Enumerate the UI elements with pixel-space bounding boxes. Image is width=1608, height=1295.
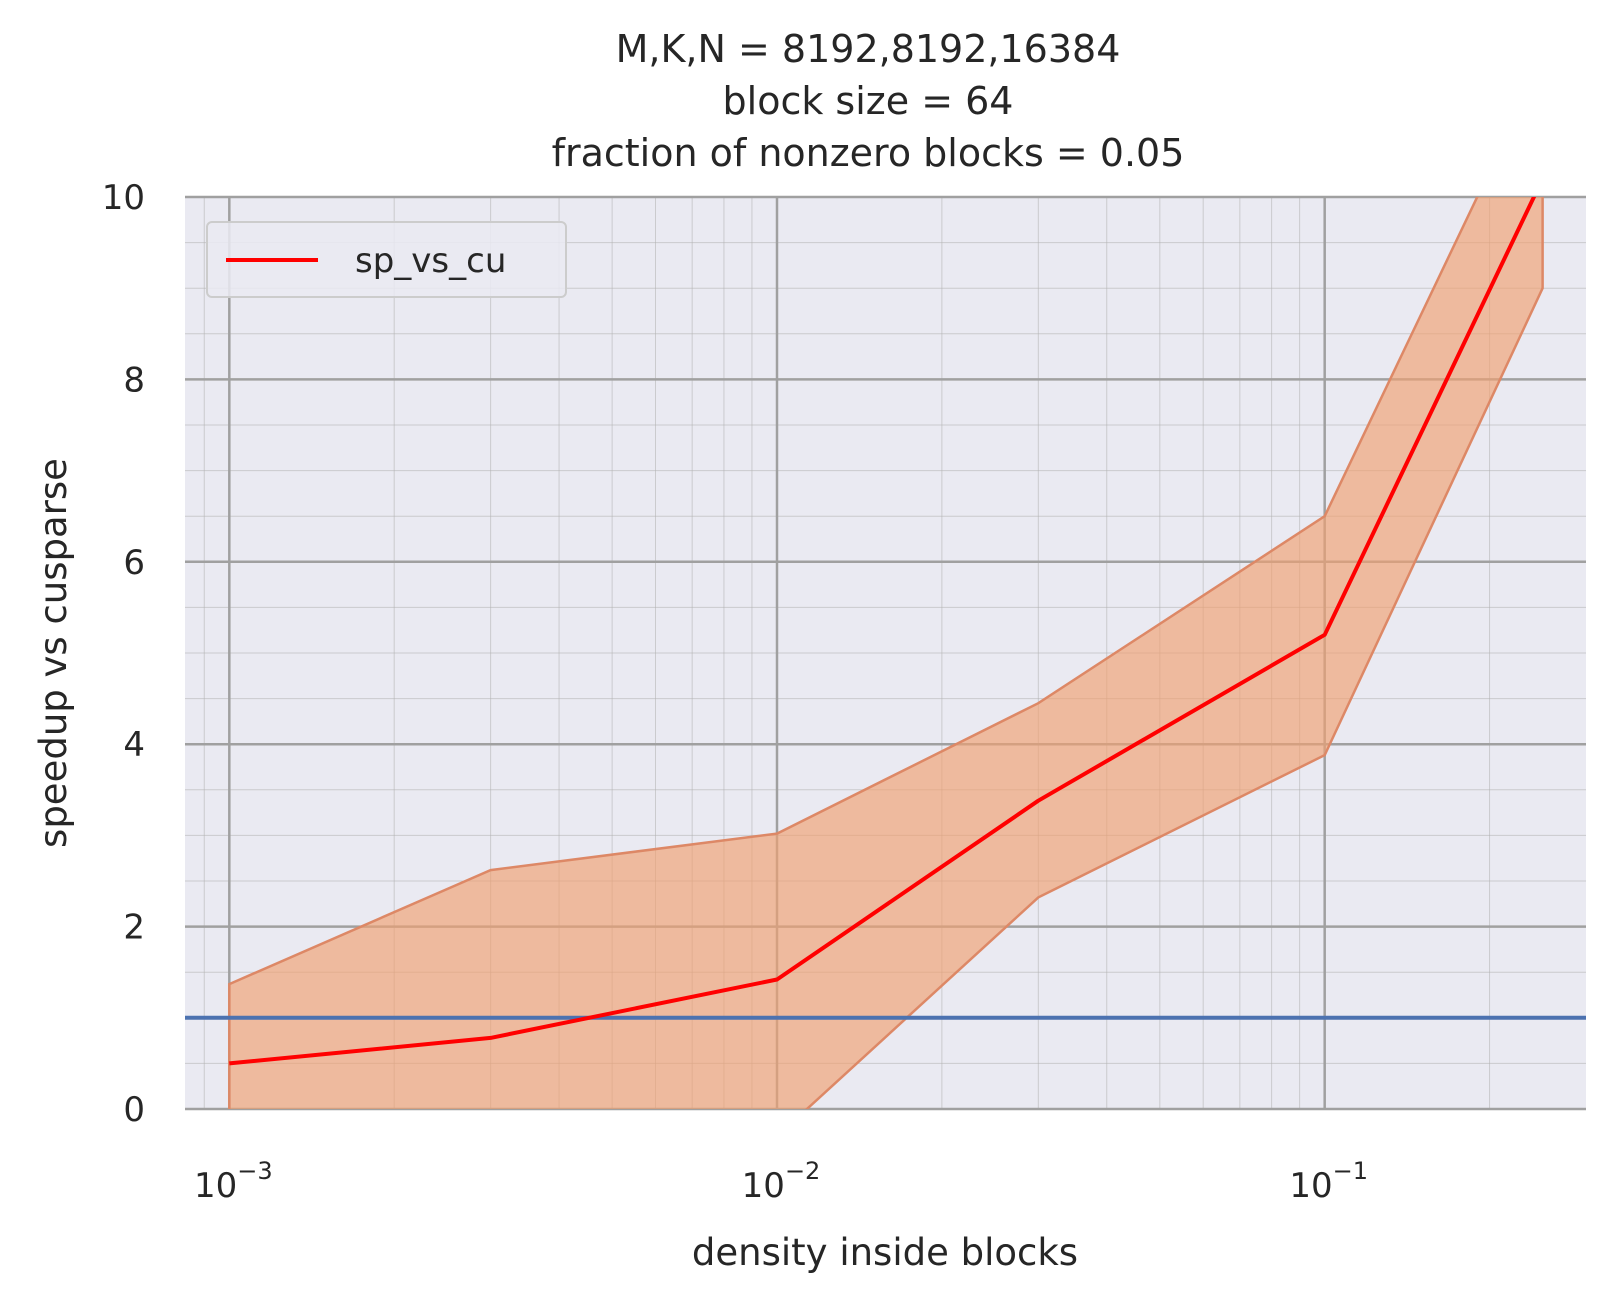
x-tick-label: 10−3 — [194, 1157, 273, 1206]
x-tick-label: 10−1 — [1289, 1157, 1368, 1206]
y-tick-labels: 0 2 4 6 8 10 — [102, 178, 145, 1130]
y-tick-label: 0 — [123, 1090, 145, 1130]
plot-content — [185, 197, 1586, 1109]
y-tick-label: 2 — [123, 908, 145, 948]
title-line-3: fraction of nonzero blocks = 0.05 — [552, 131, 1185, 175]
series-line-sp_vs_cu — [229, 197, 1537, 1066]
title-line-1: M,K,N = 8192,8192,16384 — [616, 27, 1121, 71]
y-tick-label: 10 — [102, 178, 145, 218]
legend: sp_vs_cu — [206, 221, 567, 298]
y-tick-label: 8 — [123, 360, 145, 400]
y-tick-label: 6 — [123, 543, 145, 583]
legend-label: sp_vs_cu — [355, 241, 506, 281]
x-tick-label: 10−2 — [742, 1157, 821, 1206]
x-tick-labels: 10−3 10−2 10−1 — [194, 1157, 1368, 1206]
chart-title: M,K,N = 8192,8192,16384 block size = 64 … — [552, 27, 1185, 175]
confidence-band — [228, 197, 1544, 1109]
title-line-2: block size = 64 — [723, 79, 1014, 123]
x-axis-label: density inside blocks — [692, 1231, 1078, 1274]
y-axis-label: speedup vs cusparse — [32, 458, 75, 848]
legend-box — [206, 221, 567, 298]
y-tick-label: 4 — [123, 725, 145, 765]
